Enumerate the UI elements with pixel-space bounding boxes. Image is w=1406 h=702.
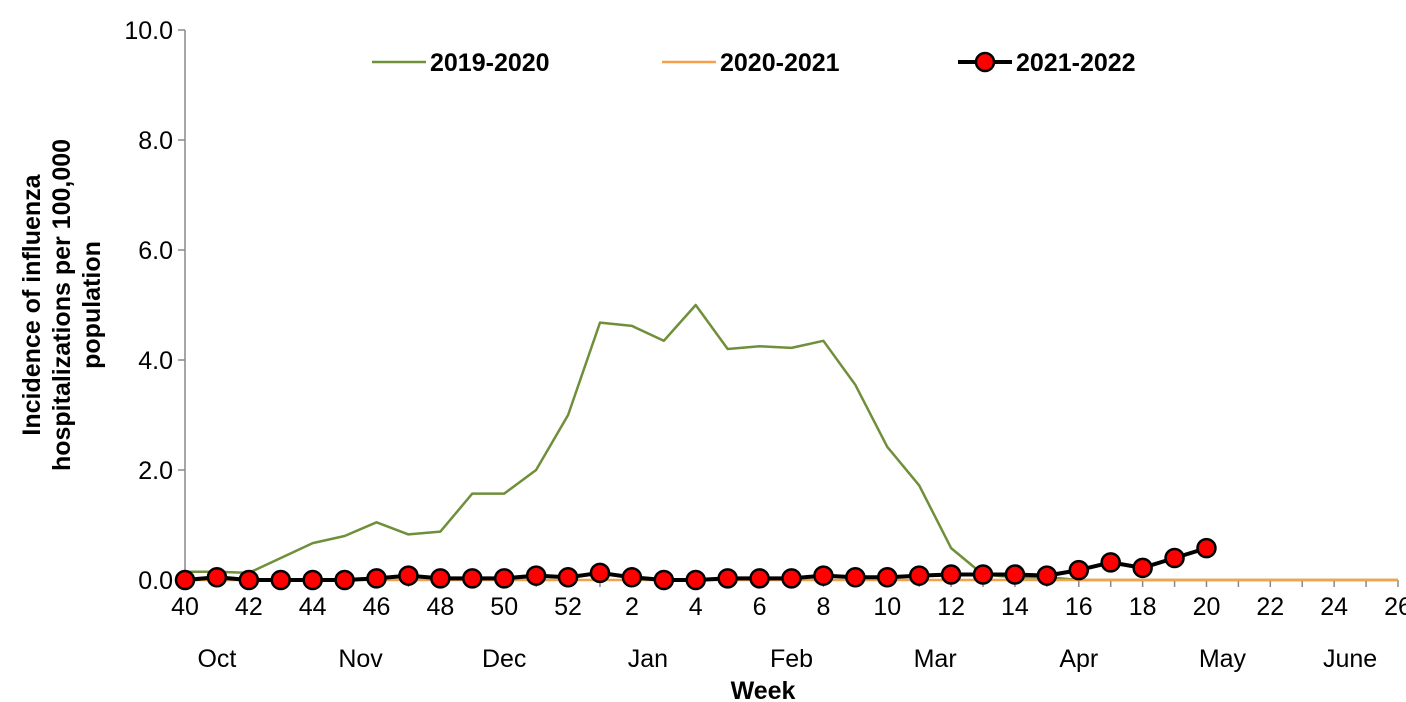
month-label: Feb	[770, 645, 813, 673]
x-tick-label: 16	[1065, 593, 1093, 621]
legend-label: 2020-2021	[720, 49, 840, 77]
legend-item: 2019-2020	[372, 49, 550, 77]
month-label: June	[1323, 645, 1377, 673]
data-point	[270, 569, 292, 591]
x-tick-label: 8	[816, 593, 830, 621]
y-tick-label: 8.0	[138, 127, 173, 155]
data-point	[908, 565, 930, 586]
data-point	[1036, 565, 1058, 586]
x-tick-label: 40	[171, 593, 199, 621]
x-tick-label: 20	[1193, 593, 1221, 621]
data-point	[940, 564, 962, 585]
data-point	[972, 564, 994, 585]
data-point	[1164, 547, 1185, 569]
y-tick-label: 10.0	[124, 17, 173, 45]
x-tick-label: 12	[937, 593, 965, 621]
data-point	[781, 568, 802, 589]
data-point	[206, 567, 228, 588]
x-tick-label: 4	[689, 593, 703, 621]
data-point	[1196, 537, 1217, 559]
series-layer	[174, 303, 1398, 591]
data-point	[302, 569, 323, 591]
y-tick-label: 4.0	[138, 347, 173, 375]
data-point	[366, 568, 387, 589]
y-axis: 0.0 2.0 4.0 6.0 8.0 10.0	[124, 17, 186, 595]
data-point	[1004, 564, 1026, 585]
data-point	[813, 565, 834, 586]
data-point	[653, 569, 675, 591]
legend: 2019-2020 2020-2021 2021-2022	[372, 49, 1136, 77]
data-point	[462, 568, 483, 589]
x-tick-label: 18	[1129, 593, 1157, 621]
x-tick-label: 52	[554, 593, 582, 621]
month-label: Oct	[197, 645, 236, 673]
x-tick-label: 6	[753, 593, 767, 621]
month-label: Nov	[338, 645, 383, 673]
series-line	[185, 303, 1398, 582]
month-label: Dec	[482, 645, 526, 673]
data-point	[174, 569, 196, 591]
month-label: Jan	[628, 645, 668, 673]
x-tick-label: 48	[426, 593, 454, 621]
data-point	[557, 567, 579, 588]
data-point	[717, 568, 738, 589]
data-point	[1068, 559, 1090, 581]
month-label: Apr	[1059, 645, 1098, 673]
x-tick-label: 46	[363, 593, 391, 621]
data-point	[589, 562, 611, 584]
data-point	[1132, 557, 1153, 579]
data-point	[398, 565, 419, 586]
x-tick-label: 2	[625, 593, 639, 621]
y-axis-title-line: population	[78, 241, 106, 369]
y-axis-title: Incidence of influenzahospitalizations p…	[18, 139, 106, 471]
legend-item: 2021-2022	[958, 49, 1136, 77]
month-label: May	[1199, 645, 1247, 673]
data-point	[749, 568, 770, 589]
x-tick-label: 44	[299, 593, 327, 621]
series-2021-2022	[174, 537, 1217, 591]
data-point	[334, 569, 355, 591]
x-axis-title: Week	[731, 677, 796, 702]
y-tick-label: 2.0	[138, 457, 173, 485]
data-point	[430, 568, 451, 589]
y-axis-title-line: hospitalizations per 100,000	[48, 139, 76, 471]
data-point	[1100, 552, 1121, 573]
data-point	[525, 565, 547, 586]
x-tick-label: 10	[873, 593, 901, 621]
data-point	[238, 569, 260, 591]
x-tick-label: 42	[235, 593, 263, 621]
month-label: Mar	[914, 645, 957, 673]
y-tick-label: 0.0	[138, 567, 173, 595]
x-tick-label: 50	[490, 593, 518, 621]
data-point	[493, 568, 515, 589]
legend-label: 2019-2020	[430, 49, 550, 77]
data-point	[845, 567, 866, 588]
series-2019-2020	[185, 303, 1398, 582]
x-tick-label: 14	[1001, 593, 1029, 621]
legend-item: 2020-2021	[662, 49, 840, 77]
legend-swatch-marker	[974, 51, 996, 73]
x-tick-label: 26	[1384, 593, 1406, 621]
legend-label: 2021-2022	[1016, 49, 1136, 77]
x-tick-label: 22	[1256, 593, 1284, 621]
y-axis-title-line: Incidence of influenza	[18, 173, 46, 435]
data-point	[685, 569, 706, 591]
data-point	[621, 567, 643, 588]
x-tick-label: 24	[1320, 593, 1348, 621]
y-tick-label: 6.0	[138, 237, 173, 265]
data-point	[877, 567, 898, 588]
y-axis-title-text: Incidence of influenzahospitalizations p…	[18, 139, 106, 471]
